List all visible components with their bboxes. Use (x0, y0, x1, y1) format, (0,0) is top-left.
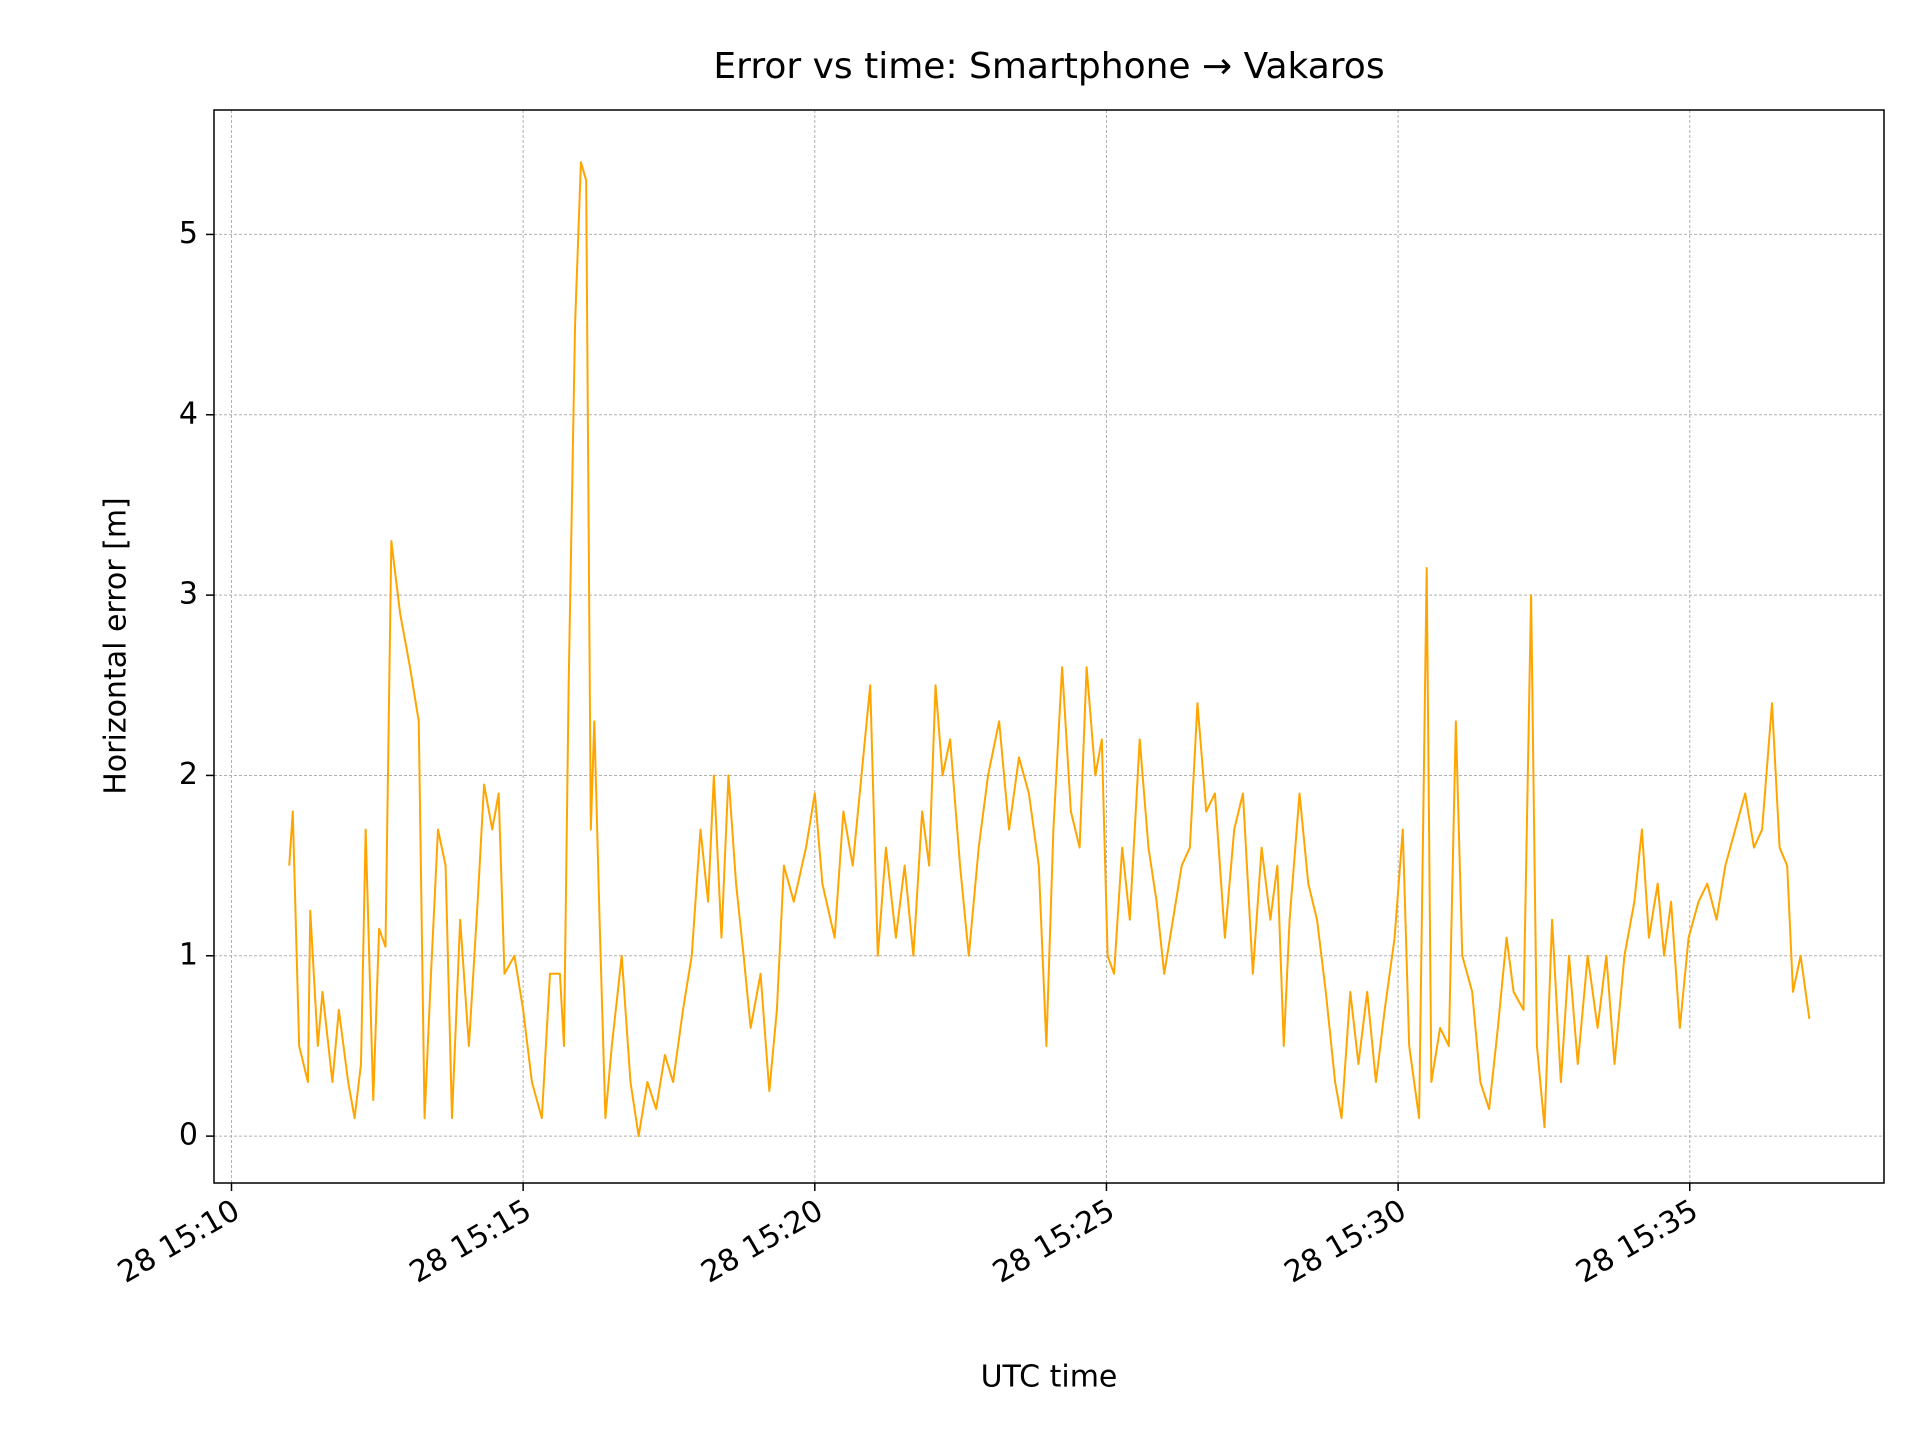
x-axis-label: UTC time (981, 1360, 1118, 1395)
data-line (288, 161, 1811, 1138)
y-tick-label: 5 (179, 216, 198, 251)
y-tick-label: 2 (179, 757, 198, 792)
y-tick-label: 3 (179, 577, 198, 612)
y-tick-label: 1 (179, 937, 198, 972)
plot-frame (213, 109, 1885, 1184)
x-tick-label: 28 15:15 (404, 1193, 538, 1290)
y-tick-label: 0 (179, 1118, 198, 1153)
x-tick-label: 28 15:25 (987, 1193, 1121, 1290)
y-tick-label: 4 (179, 396, 198, 431)
x-tick-label: 28 15:35 (1570, 1193, 1704, 1290)
x-tick-label: 28 15:10 (112, 1193, 246, 1290)
x-tick-label: 28 15:20 (695, 1193, 829, 1290)
y-axis-label: Horizontal error [m] (99, 497, 134, 795)
x-tick-label: 28 15:30 (1279, 1193, 1413, 1290)
chart-title: Error vs time: Smartphone → Vakaros (713, 46, 1384, 87)
